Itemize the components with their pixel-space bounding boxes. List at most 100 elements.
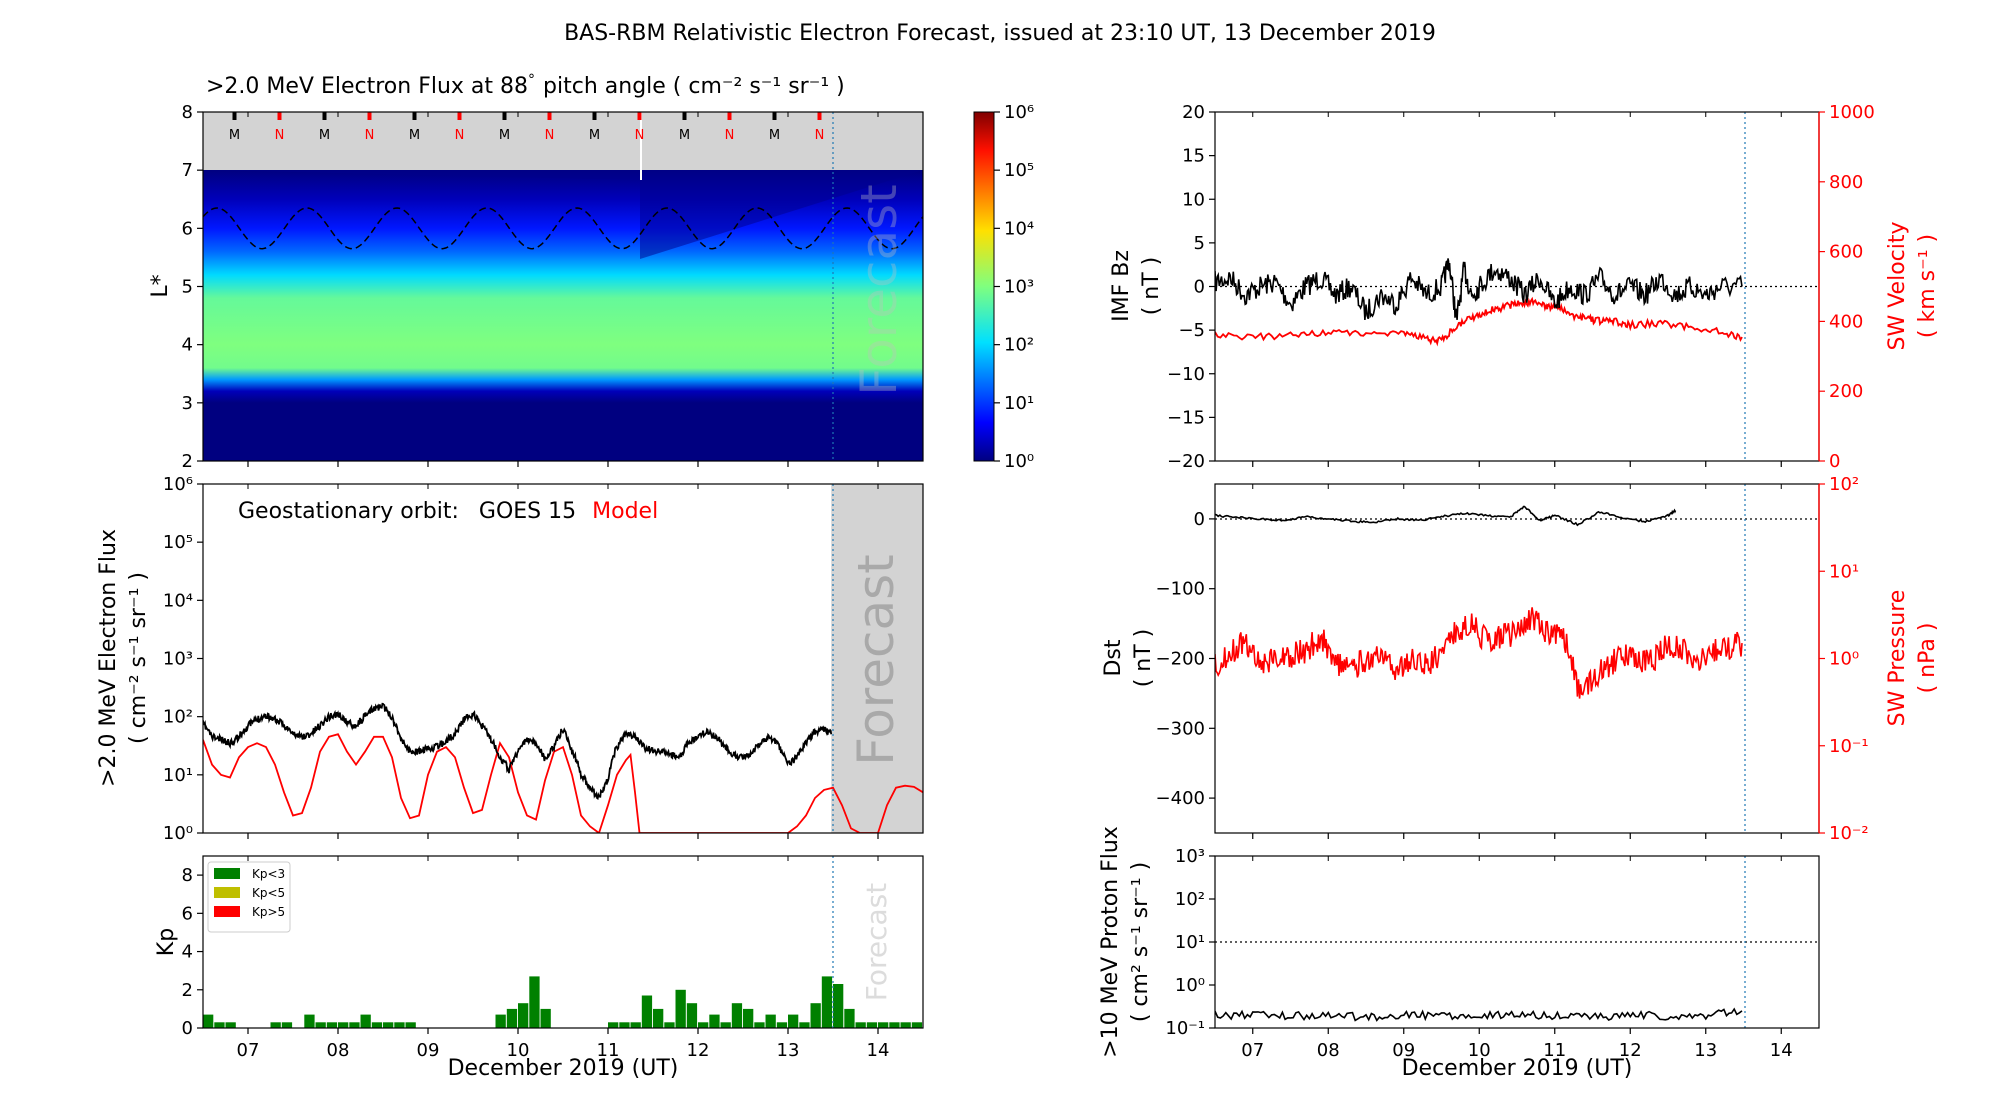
kp-bar <box>1339 1022 1349 1028</box>
dst-x-axis <box>1252 484 1782 839</box>
kp-bar <box>821 976 833 1028</box>
dst-right-y-axis: 10⁻² 10⁻¹ 10⁰ 10¹ 10² <box>1819 474 1869 844</box>
kp-bar <box>957 1022 967 1028</box>
kp-bar <box>934 1015 944 1028</box>
kp-bar <box>776 1022 788 1028</box>
lstar-y-tick-label: 3 <box>182 393 193 414</box>
kp-bar <box>1036 1022 1046 1028</box>
kp-y-axis: 0 2 4 6 8 <box>182 865 203 1039</box>
geo-y-tick-label: 10¹ <box>163 765 193 786</box>
proton-x-tick-label: 09 <box>1392 1040 1415 1061</box>
mlt-marker-label: N <box>725 128 735 143</box>
kp-bar <box>1351 1022 1361 1028</box>
geo-flux-panel: Forecast Geostationary orbit: GOES 15 Mode… <box>96 474 924 844</box>
kp-panel: Forecast Kp<3 Kp<5 Kp>5 0 2 4 6 8 Kp 07 08 09 1… <box>154 855 1372 1081</box>
kp-bar <box>900 1022 911 1028</box>
geo-legend: Geostationary orbit: GOES 15 Model <box>238 499 658 524</box>
kp-bar <box>1204 1022 1214 1028</box>
dst-left-y-tick-label: −100 <box>1156 579 1205 600</box>
kp-legend-swatch-mid <box>214 887 240 898</box>
kp-bar <box>855 1022 866 1028</box>
kp-bar <box>1047 1022 1057 1028</box>
kp-bar <box>866 1022 878 1028</box>
imf-right-y-tick-label: 400 <box>1829 311 1863 332</box>
kp-x-axis: 07 08 09 10 11 12 13 14 <box>237 856 889 1061</box>
kp-bar <box>1362 1022 1372 1028</box>
proton-y-tick-label: 10⁰ <box>1175 975 1205 996</box>
dst-left-y-tick-label: −400 <box>1156 788 1205 809</box>
kp-bar <box>540 1008 551 1028</box>
imf-left-y-label: IMF Bz( nT ) <box>1109 250 1164 322</box>
kp-bar <box>698 1022 709 1028</box>
proton-x-tick-label: 11 <box>1543 1040 1566 1061</box>
kp-bar <box>1283 1022 1293 1028</box>
kp-bar <box>1306 1022 1316 1028</box>
kp-bar <box>315 1022 326 1028</box>
kp-bar <box>664 1022 675 1028</box>
kp-x-tick-label: 10 <box>507 1040 530 1061</box>
imf-bz-line <box>1215 258 1743 321</box>
dst-right-y-tick-label: 10⁰ <box>1829 649 1859 670</box>
imf-left-y-tick-label: 15 <box>1182 146 1205 167</box>
colorbar-tick-label: 10² <box>1004 335 1034 356</box>
lstar-panel: >2.0 MeV Electron Flux at 88° pitch angle… <box>148 72 924 472</box>
lstar-flux-band <box>203 170 923 461</box>
kp-bar <box>506 1008 518 1028</box>
proton-flux-line <box>1215 1007 1743 1022</box>
kp-bar <box>765 1014 776 1028</box>
kp-bar <box>1081 1003 1091 1028</box>
imf-panel: −20 −15 −10 −5 0 5 10 15 20 0 200 400 600 800 1000 IM… <box>1109 102 1940 472</box>
kp-bar <box>1024 1022 1034 1028</box>
mlt-marker-label: M <box>769 128 780 143</box>
kp-bar <box>653 1008 664 1028</box>
kp-bar <box>1294 1022 1304 1028</box>
lstar-outer-edge <box>203 170 923 259</box>
kp-bar <box>911 1022 923 1028</box>
proton-y-label: >10 MeV Proton Flux( cm² s⁻¹ sr⁻¹ ) <box>1098 826 1153 1058</box>
imf-left-y-tick-label: −15 <box>1167 407 1205 428</box>
colorbar-gradient <box>973 111 995 462</box>
lstar-x-axis <box>247 112 879 467</box>
kp-y-tick-label: 2 <box>182 980 193 1001</box>
kp-bar <box>1058 1022 1068 1028</box>
colorbar-ticks: 10⁰ 10¹ 10² 10³ 10⁴ 10⁵ 10⁶ <box>994 102 1034 472</box>
kp-bar <box>518 1003 529 1028</box>
geo-model-line <box>203 733 923 833</box>
kp-y-tick-label: 4 <box>182 942 193 963</box>
lstar-y-tick-label: 6 <box>182 218 193 239</box>
kp-legend-swatch-low <box>214 868 240 879</box>
geo-y-axis: 10⁰ 10¹ 10² 10³ 10⁴ 10⁵ 10⁶ <box>163 474 203 844</box>
kp-bar <box>991 1022 1001 1028</box>
dst-right-y-tick-label: 10⁻² <box>1829 823 1869 844</box>
geo-forecast-shade <box>831 484 923 833</box>
imf-right-y-tick-label: 1000 <box>1829 102 1875 123</box>
dst-right-y-tick-label: 10¹ <box>1829 561 1859 582</box>
kp-y-label: Kp <box>154 928 179 956</box>
proton-y-tick-label: 10¹ <box>1175 932 1205 953</box>
kp-bar <box>281 1022 293 1028</box>
geo-y-tick-label: 10⁰ <box>163 823 193 844</box>
mlt-marker-label: M <box>679 128 690 143</box>
lstar-geo-orbit-line <box>203 207 923 250</box>
figure-title: BAS-RBM Relativistic Electron Forecast, … <box>564 21 1436 46</box>
kp-bar <box>1261 1022 1271 1028</box>
kp-bar <box>349 1022 360 1028</box>
proton-panel: 10⁻¹ 10⁰ 10¹ 10² 10³ >10 MeV Proton Flux( cm… <box>1098 826 1820 1081</box>
kp-bar <box>1317 1022 1327 1028</box>
kp-bar <box>495 1014 506 1028</box>
mlt-marker-label: M <box>589 128 600 143</box>
colorbar-tick-label: 10⁶ <box>1004 102 1034 123</box>
kp-bar <box>1013 1022 1023 1028</box>
geo-frame <box>202 483 924 834</box>
left-x-label: December 2019 (UT) <box>448 1056 679 1081</box>
kp-x-tick-label: 07 <box>237 1040 260 1061</box>
geo-y-tick-label: 10² <box>163 707 193 728</box>
kp-legend: Kp<3 Kp<5 Kp>5 <box>207 861 291 933</box>
dst-right-y-tick-label: 10⁻¹ <box>1829 736 1869 757</box>
imf-left-y-tick-label: 0 <box>1194 277 1205 298</box>
kp-bar <box>270 1022 281 1028</box>
kp-legend-high: Kp>5 <box>252 905 285 919</box>
kp-bar <box>810 1003 821 1028</box>
lstar-forecast-label: Forecast <box>850 184 908 396</box>
imf-right-y-tick-label: 800 <box>1829 172 1863 193</box>
